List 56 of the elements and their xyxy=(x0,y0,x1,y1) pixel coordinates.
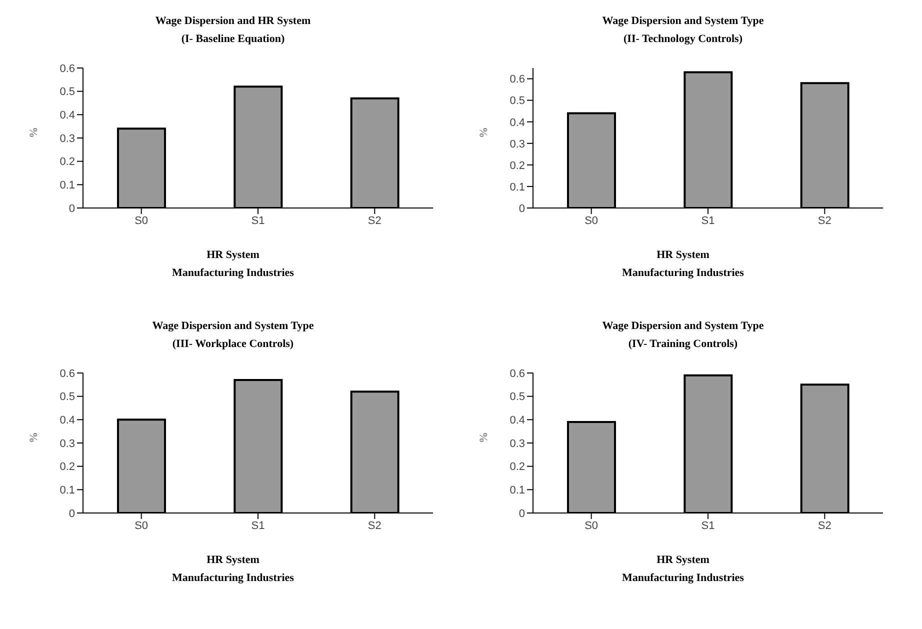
chart-subtitle: (I- Baseline Equation) xyxy=(180,32,286,47)
y-axis-title: % xyxy=(478,432,490,443)
y-tick-label: 0.4 xyxy=(60,414,75,427)
x-axis-title: HR System Manufacturing Industries xyxy=(622,248,744,281)
chart-subtitle: (III- Workplace Controls) xyxy=(171,337,295,352)
chart-title: Wage Dispersion and System Type xyxy=(602,14,764,29)
y-axis-title: % xyxy=(28,432,40,443)
y-tick-label: 0 xyxy=(68,508,75,520)
x-tick-label: S2 xyxy=(368,214,382,227)
y-tick-label: 0.1 xyxy=(510,181,525,194)
y-tick-label: 0.4 xyxy=(60,110,75,122)
x-tick-label: S2 xyxy=(368,520,382,532)
chart-title: Wage Dispersion and HR System xyxy=(155,14,311,29)
x-tick-label: S2 xyxy=(818,520,832,532)
x-tick-label: S1 xyxy=(701,520,715,532)
x-tick-label: S1 xyxy=(701,214,715,227)
x-axis-title: HR System Manufacturing Industries xyxy=(172,553,294,586)
y-axis-title: % xyxy=(28,127,40,138)
chart-title: Wage Dispersion and System Type xyxy=(152,319,314,334)
y-tick-label: 0.4 xyxy=(510,116,525,129)
y-tick-label: 0.1 xyxy=(510,484,525,497)
y-tick-label: 0.5 xyxy=(510,95,525,108)
y-tick-label: 0.6 xyxy=(510,74,525,86)
x-axis-title: HR System Manufacturing Industries xyxy=(622,553,744,586)
y-tick-label: 0.1 xyxy=(60,484,75,497)
x-tick-label: S1 xyxy=(251,520,265,532)
y-tick-label: 0.5 xyxy=(510,391,525,404)
y-tick-label: 0.2 xyxy=(510,461,525,474)
chart-subtitle: (IV- Training Controls) xyxy=(627,337,739,352)
y-tick-label: 0.5 xyxy=(60,391,75,404)
y-tick-label: 0.6 xyxy=(60,368,75,380)
x-tick-label: S0 xyxy=(134,520,148,532)
y-tick-label: 0 xyxy=(68,202,75,215)
x-tick-label: S2 xyxy=(818,214,832,227)
y-tick-label: 0.6 xyxy=(510,368,525,380)
chart-title: Wage Dispersion and System Type xyxy=(602,319,764,334)
y-tick-label: 0.3 xyxy=(60,438,75,450)
x-tick-label: S1 xyxy=(251,214,265,227)
y-tick-label: 0.4 xyxy=(510,414,525,427)
y-tick-label: 0.2 xyxy=(60,156,75,168)
y-tick-label: 0.2 xyxy=(60,461,75,474)
y-tick-label: 0 xyxy=(518,202,525,215)
chart-subtitle: (II- Technology Controls) xyxy=(622,32,744,47)
y-tick-label: 0.3 xyxy=(60,132,75,145)
y-tick-label: 0.6 xyxy=(60,62,75,75)
y-tick-label: 0.1 xyxy=(60,180,75,192)
y-axis-title: % xyxy=(478,127,490,138)
x-tick-label: S0 xyxy=(584,520,598,532)
x-tick-label: S0 xyxy=(584,214,598,227)
y-tick-label: 0.5 xyxy=(60,86,75,98)
y-tick-label: 0.2 xyxy=(510,160,525,172)
y-tick-label: 0.3 xyxy=(510,438,525,450)
y-tick-label: 0.3 xyxy=(510,138,525,150)
x-axis-title: HR System Manufacturing Industries xyxy=(172,248,294,281)
x-tick-label: S0 xyxy=(134,214,148,227)
y-tick-label: 0 xyxy=(518,508,525,520)
